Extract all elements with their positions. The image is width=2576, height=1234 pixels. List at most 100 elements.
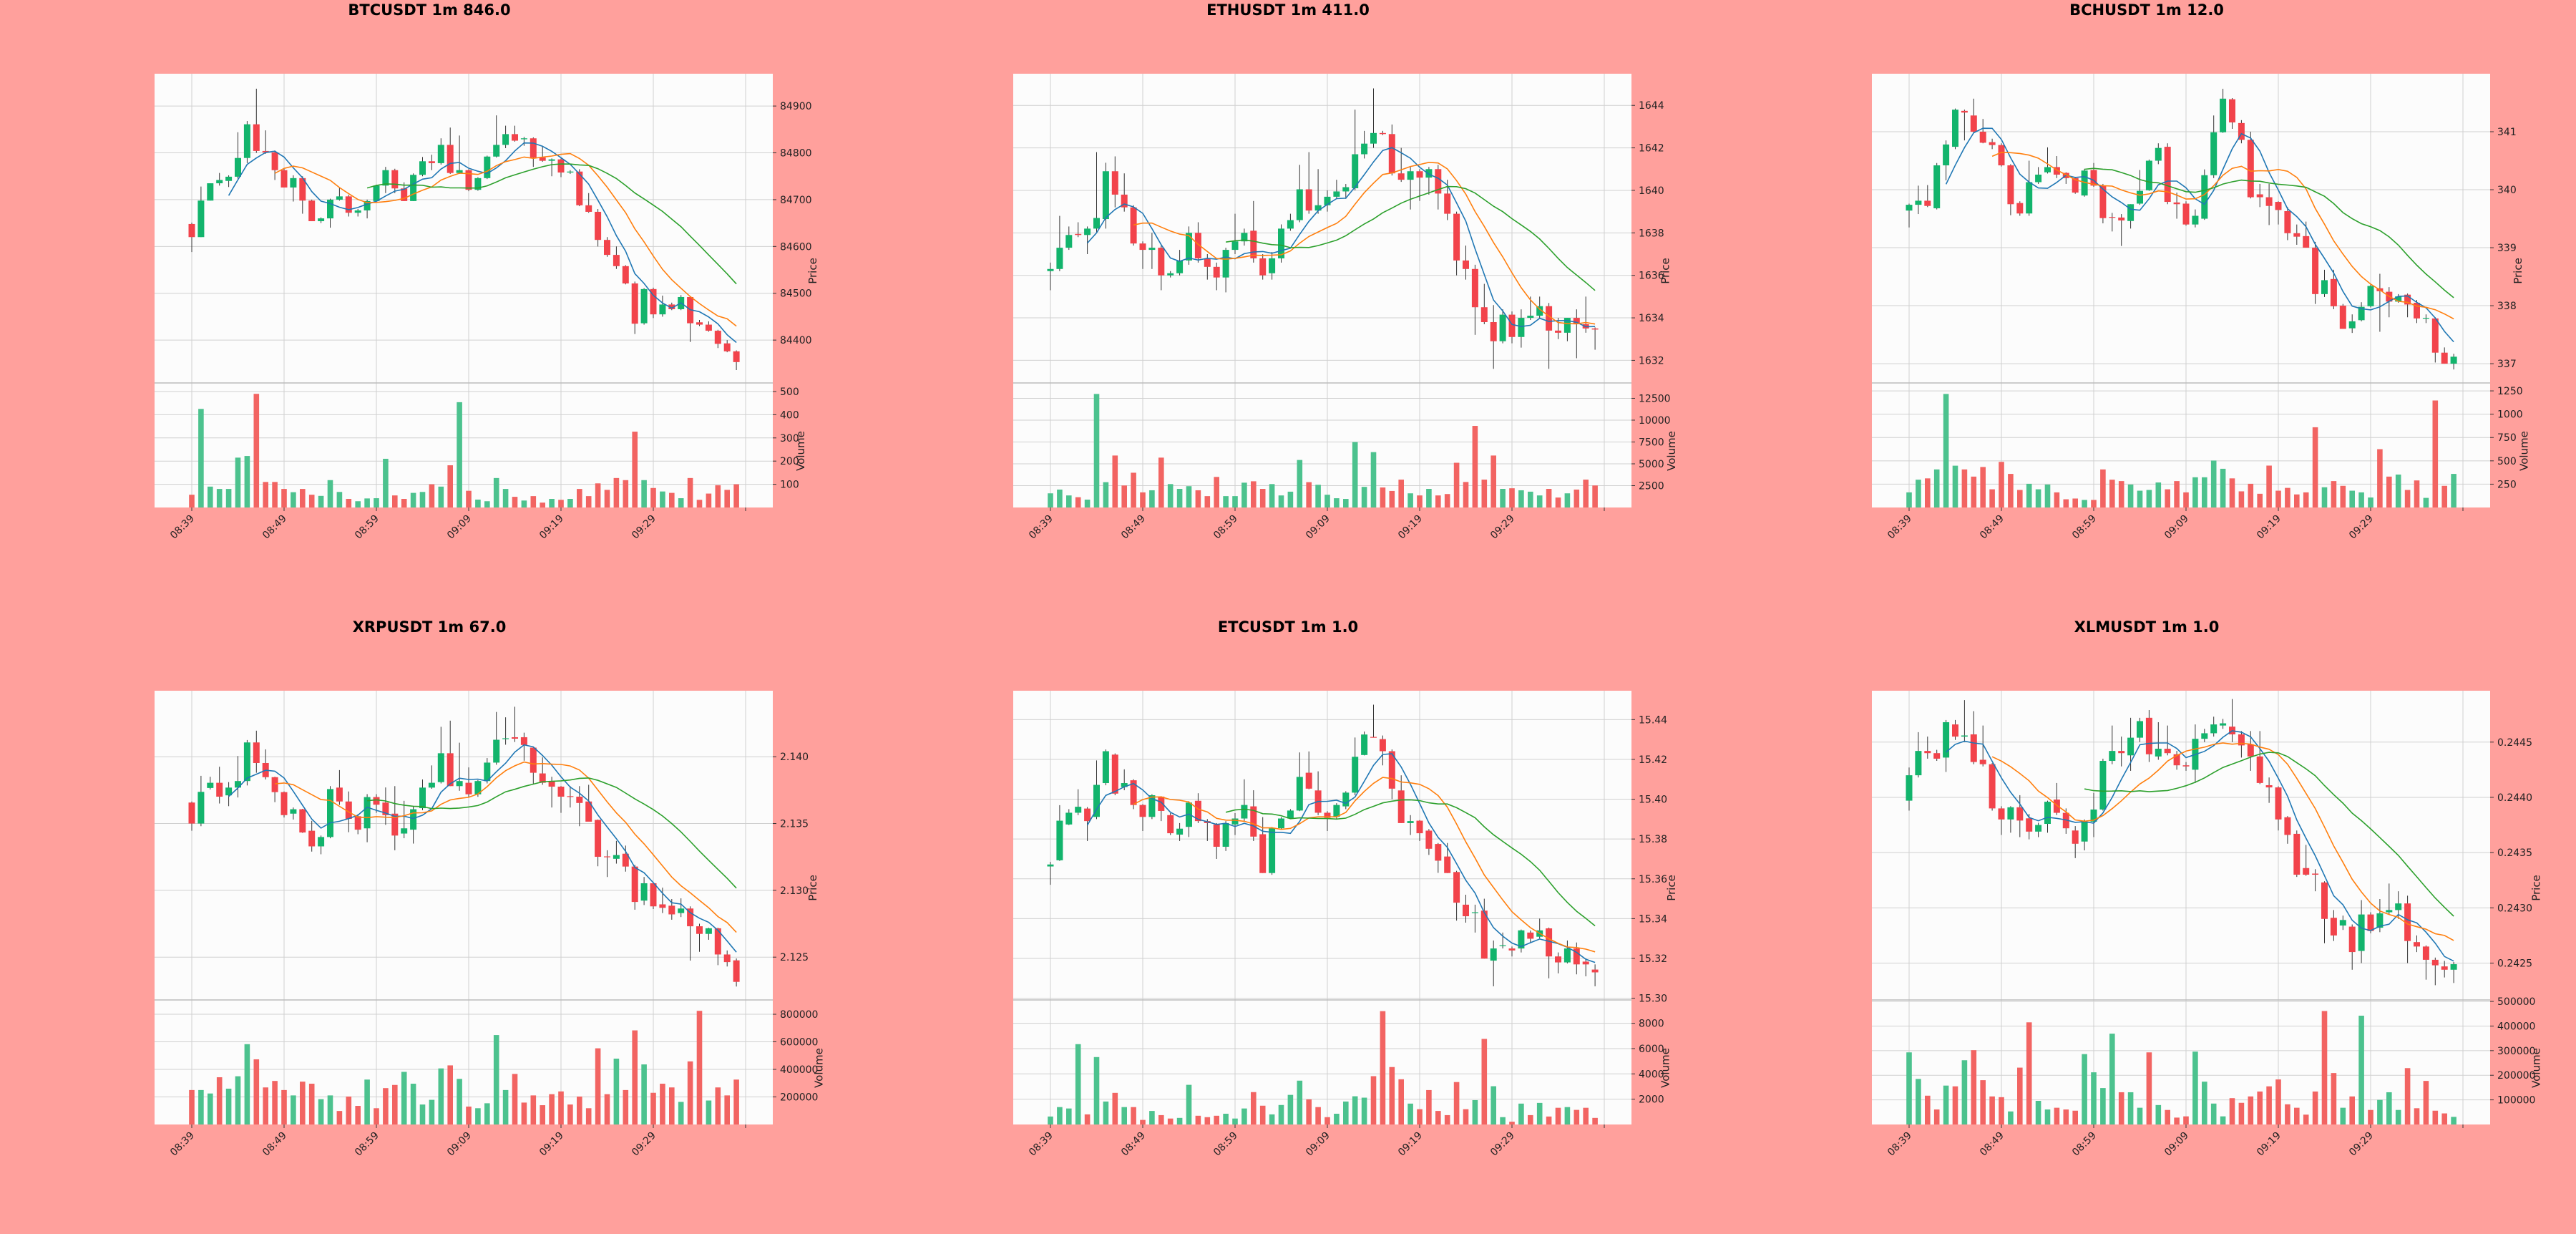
volume-bar — [253, 1059, 260, 1124]
volume-bar — [2285, 487, 2290, 507]
volume-bar — [272, 482, 278, 507]
candle-up — [2090, 809, 2097, 822]
candle-down — [428, 161, 435, 163]
price-tick-label: 1638 — [1639, 228, 1664, 239]
candle-down — [1416, 171, 1423, 178]
candle-down — [622, 266, 629, 284]
candle-up — [493, 739, 500, 763]
volume-bar — [2257, 493, 2263, 507]
volume-bar — [484, 501, 490, 507]
volume-tick-label: 8000 — [1639, 1019, 1664, 1030]
volume-bar — [641, 1064, 647, 1124]
volume-bar — [1980, 467, 1986, 507]
volume-bar — [1574, 489, 1580, 507]
volume-bar — [374, 498, 379, 507]
candle-down — [188, 802, 195, 824]
volume-bar — [2063, 499, 2069, 507]
candle-down — [1573, 318, 1580, 324]
volume-bar — [355, 1106, 361, 1124]
volume-bar — [2044, 484, 2051, 507]
volume-bar — [2238, 1102, 2245, 1124]
chart-title: BTCUSDT 1m 846.0 — [348, 1, 511, 19]
price-tick-label: 2.125 — [780, 952, 809, 963]
candle-up — [1471, 912, 1478, 913]
candle-up — [493, 145, 500, 157]
volume-bar — [1536, 1102, 1543, 1124]
volume-bar — [208, 1093, 213, 1124]
volume-bar — [216, 489, 223, 507]
x-tick-label: 09:09 — [445, 1130, 474, 1159]
moving-average-5-line — [1086, 753, 1596, 963]
volume-bar — [1999, 462, 2004, 507]
candle-down — [391, 813, 399, 836]
volume-bar — [715, 1087, 721, 1124]
volume-bar — [1269, 484, 1275, 507]
volume-tick-label: 5000 — [1639, 459, 1664, 470]
volume-bar — [2340, 1107, 2346, 1124]
candle-down — [2293, 833, 2301, 875]
candle-up — [373, 185, 380, 201]
volume-bar — [1380, 1011, 1386, 1124]
volume-bar — [2451, 1117, 2457, 1124]
volume-bar — [1592, 1117, 1598, 1124]
candle-down — [1463, 260, 1469, 269]
price-tick-label: 15.30 — [1639, 993, 1667, 1005]
volume-bar — [1048, 493, 1053, 507]
candle-up — [410, 809, 417, 830]
volume-bar — [2368, 1109, 2373, 1124]
candle-up — [640, 883, 648, 901]
volume-bar — [1112, 455, 1118, 507]
x-tick-label: 09:09 — [2162, 1130, 2191, 1159]
volume-bar — [208, 486, 213, 507]
volume-bar — [457, 402, 462, 507]
candle-down — [2303, 235, 2310, 248]
candle-up — [437, 145, 444, 163]
candle-down — [1444, 193, 1451, 214]
volume-tick-label: 800000 — [780, 1009, 818, 1021]
volume-bar — [1906, 492, 1912, 507]
volume-bar — [1048, 1116, 1053, 1124]
candle-up — [2201, 733, 2208, 739]
volume-bar — [336, 492, 343, 507]
volume-bar — [623, 1089, 629, 1124]
candle-up — [520, 138, 527, 140]
candle-down — [1130, 780, 1137, 805]
volume-bar — [1933, 469, 1940, 507]
candle-down — [2414, 303, 2420, 319]
volume-bar — [401, 1072, 407, 1124]
candle-down — [1194, 800, 1201, 822]
candle-down — [1259, 258, 1267, 276]
volume-bar — [392, 495, 398, 507]
x-tick-label: 08:59 — [353, 513, 381, 542]
candle-up — [640, 288, 648, 324]
volume-bar — [1518, 490, 1524, 507]
volume-bar — [585, 1108, 592, 1124]
candle-down — [1388, 751, 1395, 789]
candle-down — [1979, 132, 1986, 143]
volume-bar — [706, 1100, 712, 1124]
volume-bar — [2155, 1104, 2162, 1124]
x-tick-label: 08:39 — [168, 513, 197, 542]
volume-bar — [410, 492, 416, 507]
candle-up — [207, 183, 214, 201]
volume-bar — [1370, 1076, 1377, 1124]
candle-up — [1425, 169, 1433, 178]
candle-down — [1989, 764, 1996, 809]
candle-down — [1435, 844, 1442, 861]
volume-bar — [2146, 490, 2152, 507]
volume-bar — [1112, 1092, 1118, 1124]
candle-down — [539, 773, 546, 783]
candle-up — [1915, 200, 1922, 205]
volume-bar — [457, 1079, 462, 1124]
volume-bar — [2285, 1104, 2290, 1124]
volume-bar — [715, 485, 721, 507]
volume-bar — [2127, 484, 2134, 507]
candle-up — [2007, 807, 2014, 820]
moving-average-20-line — [366, 163, 737, 285]
volume-axis-label: Volume — [1659, 1048, 1672, 1088]
volume-bar — [2063, 1109, 2069, 1124]
x-tick-label: 08:49 — [1119, 513, 1148, 542]
volume-bar — [2202, 1082, 2207, 1124]
volume-bar — [1435, 1111, 1441, 1124]
volume-bar — [1426, 1089, 1432, 1124]
